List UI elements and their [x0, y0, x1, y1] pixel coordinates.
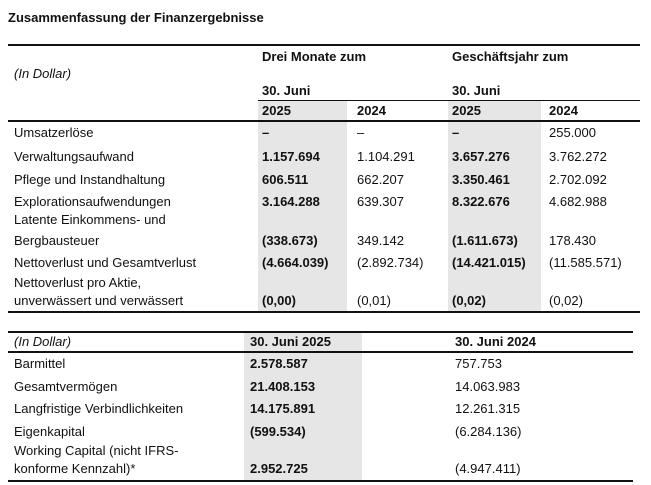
cell-value: 14.175.891 [250, 401, 316, 416]
cell-value: 3.657.276 [452, 149, 510, 164]
row-label: unverwässert und verwässert [14, 293, 184, 308]
cell-value: 255.000 [549, 125, 596, 140]
table2-bottom-rule [8, 480, 633, 482]
cell-value: (14.421.015) [452, 255, 526, 270]
table2-header: 30. Juni 2024 [455, 334, 536, 349]
date-header-fy: 30. Juni [452, 83, 501, 98]
cell-value: 4.682.988 [549, 194, 607, 209]
cell-value: 12.261.315 [455, 401, 521, 416]
shade-col-fy-2025 [448, 101, 541, 311]
cell-value: 3.164.288 [262, 194, 320, 209]
cell-value: 349.142 [357, 233, 404, 248]
year-header: 2024 [549, 103, 578, 118]
cell-value: – [452, 125, 460, 140]
cell-value: 3.350.461 [452, 172, 510, 187]
row-label: Bergbausteuer [14, 233, 100, 248]
cell-value: (0,02) [452, 293, 486, 308]
cell-value: – [262, 125, 270, 140]
table2-header: 30. Juni 2025 [250, 334, 331, 349]
cell-value: (2.892.734) [357, 255, 424, 270]
table1-bottom-rule [8, 311, 640, 313]
row-label: Eigenkapital [14, 424, 85, 439]
row-label: Nettoverlust pro Aktie, [14, 275, 142, 290]
cell-value: 1.104.291 [357, 149, 415, 164]
cell-value: – [357, 125, 365, 140]
cell-value: (338.673) [262, 233, 318, 248]
table2-header-rule [8, 351, 633, 353]
year-header: 2025 [452, 103, 481, 118]
cell-value: 2.952.725 [250, 461, 308, 476]
cell-value: 1.157.694 [262, 149, 320, 164]
cell-value: (4.664.039) [262, 255, 329, 270]
row-label: Langfristige Verbindlichkeiten [14, 401, 184, 416]
shade-col-3m-2025 [258, 101, 347, 311]
header-divider [258, 100, 640, 101]
row-label: Umsatzerlöse [14, 125, 94, 140]
cell-value: (4.947.411) [455, 461, 521, 476]
year-header: 2025 [262, 103, 291, 118]
cell-value: 3.762.272 [549, 149, 607, 164]
cell-value: (0,00) [262, 293, 296, 308]
shade-col-2025 [244, 332, 362, 480]
cell-value: (6.284.136) [455, 424, 522, 439]
cell-value: (11.585.571) [549, 255, 622, 270]
cell-value: 14.063.983 [455, 379, 521, 394]
cell-value: 21.408.153 [250, 379, 316, 394]
row-label: konforme Kennzahl)* [14, 461, 136, 476]
cell-value: 2.702.092 [549, 172, 607, 187]
cell-value: 639.307 [357, 194, 404, 209]
row-label: Gesamtvermögen [14, 379, 118, 394]
header-bottom-rule [8, 120, 640, 122]
row-label: Explorationsaufwendungen [14, 194, 171, 209]
cell-value: (1.611.673) [452, 233, 518, 248]
table1-top-rule [8, 44, 640, 46]
cell-value: 2.578.587 [250, 356, 308, 371]
cell-value: 662.207 [357, 172, 404, 187]
cell-value: (599.534) [250, 424, 306, 439]
cell-value: 757.753 [455, 356, 502, 371]
header-fiscal-year: Geschäftsjahr zum [452, 49, 569, 64]
cell-value: 178.430 [549, 233, 596, 248]
row-label: Nettoverlust und Gesamtverlust [14, 255, 197, 270]
cell-value: (0,02) [549, 293, 583, 308]
date-header-3m: 30. Juni [262, 83, 311, 98]
cell-value: 606.511 [262, 172, 309, 187]
table2-top-rule [8, 331, 633, 333]
row-label: Verwaltungsaufwand [14, 149, 134, 164]
row-label: Barmittel [14, 356, 66, 371]
row-label: Working Capital (nicht IFRS- [14, 443, 179, 458]
row-label: Latente Einkommens- und [14, 212, 166, 227]
cell-value: (0,01) [357, 293, 391, 308]
cell-value: 8.322.676 [452, 194, 510, 209]
table2-unit-label: (In Dollar) [14, 334, 72, 349]
header-three-months: Drei Monate zum [262, 49, 367, 64]
year-header: 2024 [357, 103, 386, 118]
document-title: Zusammenfassung der Finanzergebnisse [8, 10, 264, 25]
table1-unit-label: (In Dollar) [14, 66, 72, 81]
row-label: Pflege und Instandhaltung [14, 172, 166, 187]
